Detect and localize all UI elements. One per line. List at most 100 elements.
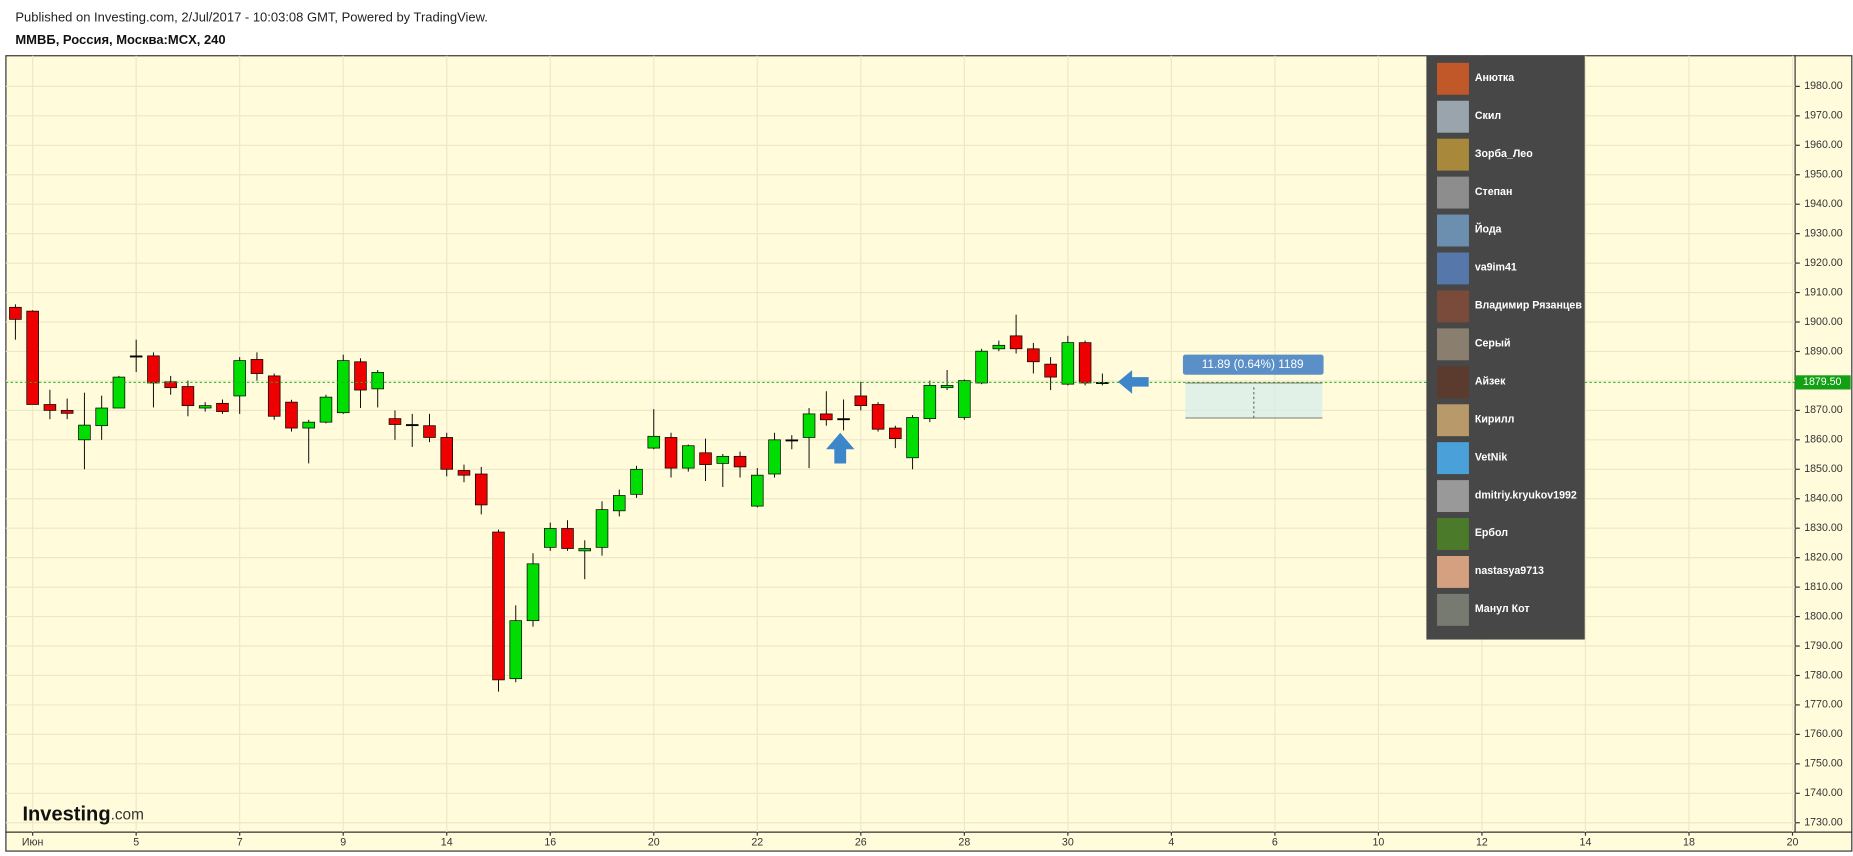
x-tick-label: 12 [1476,837,1488,849]
candle-body [940,384,954,389]
candle-body [561,528,574,549]
x-tick-label: 7 [237,837,243,849]
x-tick-label: 26 [855,837,867,849]
x-tick-label: 22 [751,837,763,849]
user-avatar [1437,593,1469,626]
user-avatar [1437,404,1469,437]
candle-body [871,404,885,430]
candle-body [630,468,643,495]
candle-body [613,495,626,512]
y-tick-label: 1830.00 [1804,522,1842,534]
candle-body [992,344,1006,350]
user-avatar [1437,366,1469,399]
y-tick-label: 1760.00 [1804,728,1842,740]
x-tick-label: 10 [1373,837,1385,849]
y-tick-label: 1870.00 [1804,404,1842,416]
user-name: Скил [1475,110,1501,122]
candle-body [820,413,833,421]
measure-label: 11.89 (0.64%) 1189 [1202,357,1304,371]
x-tick-label: 6 [1272,837,1278,849]
candle-body [492,531,505,681]
candle-body [664,437,678,469]
candle-body [164,381,177,389]
candle-body [78,424,91,441]
user-name: Серый [1475,338,1511,350]
user-avatar [1437,252,1469,285]
user-name: Йода [1475,223,1502,236]
candle-body [147,355,160,384]
y-tick-label: 1800.00 [1804,610,1842,622]
candle-body [9,306,22,320]
candle-body [302,421,315,429]
candle-body [371,372,384,390]
user-avatar [1437,518,1469,550]
candle-body [802,413,816,438]
y-tick-label: 1780.00 [1804,669,1842,681]
candle-body [26,310,39,405]
candle-body [751,474,764,507]
y-tick-label: 1960.00 [1804,139,1842,151]
candle-body [509,620,523,680]
candle-body [1009,335,1023,350]
candle-body [1096,382,1109,384]
candle-body [354,361,367,391]
candle-body [423,425,436,438]
candle-body [440,437,453,470]
candle-body [716,455,730,464]
user-avatar [1437,62,1469,95]
x-tick-label: 20 [1787,837,1799,849]
time-axis [5,831,1853,852]
candle-body [216,402,229,412]
candle-body [95,407,108,427]
candle-body [526,563,540,622]
user-name: va9im41 [1475,262,1517,274]
candle-body [285,401,298,429]
candle-body [837,418,850,421]
user-name: Айзек [1475,375,1506,387]
candle-body [250,359,264,374]
y-tick-label: 1770.00 [1804,699,1842,711]
x-tick-label: 4 [1168,837,1174,849]
x-tick-label: 28 [958,837,970,849]
candle-body [906,417,919,459]
arrow-up [826,432,855,464]
candle-body [267,375,281,417]
y-tick-label: 1890.00 [1804,345,1842,357]
y-tick-label: 1950.00 [1804,169,1842,181]
x-tick-label: 14 [441,837,453,849]
candle-body [785,439,799,442]
y-tick-label: 1750.00 [1804,758,1842,770]
user-avatar [1437,100,1469,133]
candle-body [60,410,74,414]
user-avatar [1437,555,1469,588]
candle-body [129,355,143,358]
candle-body [889,427,902,440]
x-tick-label: 9 [340,837,346,849]
x-tick-label: 20 [648,837,660,849]
arrow-left [1117,370,1149,394]
y-tick-label: 1940.00 [1804,198,1842,210]
price-axis [1794,55,1853,833]
user-avatar [1437,214,1469,247]
y-tick-label: 1860.00 [1804,434,1842,446]
y-tick-label: 1740.00 [1804,787,1842,799]
x-tick-label: 18 [1683,837,1695,849]
logo-main: Investing [22,804,110,826]
candle-body [647,435,661,449]
logo-suffix: .com [111,807,144,824]
published-note: Published on Investing.com, 2/Jul/2017 -… [15,9,488,24]
user-avatar [1437,290,1469,323]
y-tick-label: 1790.00 [1804,640,1842,652]
candle-body [699,452,712,465]
y-tick-label: 1900.00 [1804,316,1842,328]
user-name: Владимир Рязанцев [1475,300,1582,312]
user-name: Анютка [1475,72,1514,84]
candle-body [1061,342,1075,385]
last-price-tag [1795,375,1851,390]
candle-body [198,405,212,409]
user-avatar [1437,138,1469,171]
user-avatar [1437,442,1469,475]
candle-body [405,424,419,427]
y-tick-label: 1930.00 [1804,227,1842,239]
candle-body [388,418,402,425]
